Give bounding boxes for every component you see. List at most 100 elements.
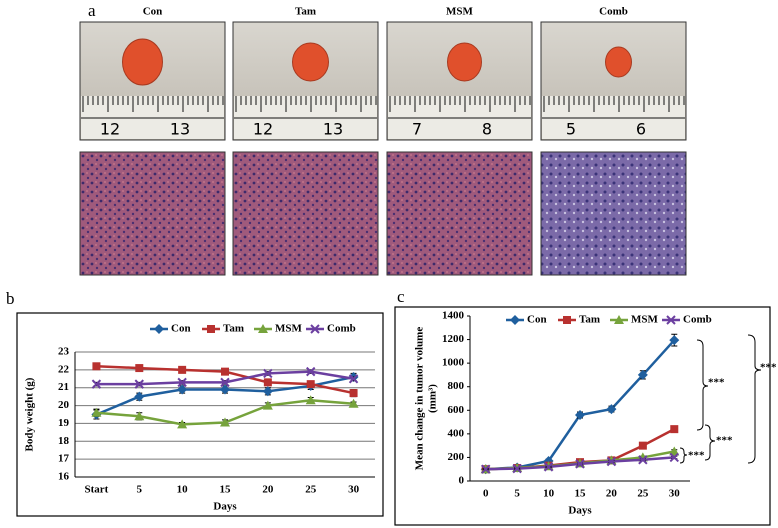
histology-image: [232, 151, 379, 276]
significance-brackets: [679, 334, 762, 464]
marker: [575, 459, 585, 469]
marker: [221, 367, 229, 376]
x-tick-label: 15: [575, 488, 587, 500]
marker: [91, 407, 102, 417]
panel-label: c: [397, 287, 405, 306]
marker: [606, 456, 617, 467]
ruler-number: 5: [566, 120, 576, 139]
marker: [543, 462, 554, 472]
y-tick-label: 0: [459, 475, 465, 487]
series-line: [485, 339, 676, 471]
x-tick-label: 10: [543, 488, 555, 500]
marker: [481, 464, 491, 474]
legend-marker: [207, 325, 215, 333]
x-tick-label: Start: [85, 484, 109, 496]
x-tick-label: 20: [262, 484, 274, 496]
marker: [177, 377, 187, 388]
y-tick-label: 400: [448, 427, 465, 439]
x-tick-label: 5: [137, 484, 143, 496]
marker: [306, 380, 315, 389]
group-label: Comb: [599, 6, 628, 18]
ruler-number: 13: [170, 120, 190, 139]
x-tick-label: 5: [514, 488, 520, 500]
tumor: [292, 42, 329, 82]
marker: [606, 404, 617, 415]
panel-label: b: [6, 289, 15, 308]
marker: [670, 425, 679, 434]
bracket: [696, 339, 709, 431]
marker: [92, 362, 101, 371]
y-tick-label: 17: [58, 453, 70, 465]
y-tick-label: 16: [58, 471, 70, 483]
bracket: [704, 424, 716, 461]
marker: [638, 455, 648, 465]
x-tick-label: 15: [220, 484, 232, 496]
marker: [348, 398, 359, 408]
marker: [177, 384, 188, 395]
x-axis-label: Days: [568, 505, 592, 517]
y-axis-label: (mm³): [427, 384, 439, 413]
legend-marker: [310, 324, 320, 334]
marker: [637, 369, 648, 380]
legend-label: Comb: [327, 323, 356, 335]
ruler-number: 13: [323, 120, 343, 139]
marker: [349, 389, 358, 398]
marker: [91, 379, 102, 389]
marker: [306, 366, 316, 377]
y-tick-label: 21: [58, 381, 69, 393]
bracket: [679, 447, 688, 464]
annotation: ***: [716, 435, 733, 447]
y-tick-label: 23: [58, 346, 70, 358]
annotation: ***: [760, 362, 777, 374]
panel-label: a: [88, 1, 96, 20]
ruler-number: 12: [253, 120, 273, 139]
legend-marker: [510, 315, 520, 325]
marker: [669, 452, 679, 463]
legend-marker: [258, 324, 268, 333]
y-tick-label: 200: [448, 451, 465, 463]
legend-marker: [563, 316, 571, 324]
ruler-number: 6: [636, 120, 646, 139]
x-tick-label: 25: [305, 484, 317, 496]
legend-marker: [666, 315, 676, 325]
legend-label: Tam: [223, 323, 244, 335]
x-tick-label: 20: [606, 488, 618, 500]
marker: [669, 446, 680, 456]
y-tick-label: 22: [58, 363, 70, 375]
y-tick-label: 800: [448, 380, 465, 392]
histology-image: [386, 151, 533, 276]
marker: [135, 364, 144, 373]
y-tick-label: 1200: [442, 333, 465, 345]
histology-image: [540, 151, 687, 276]
marker: [178, 365, 187, 374]
legend-label: Tam: [579, 314, 600, 326]
photo-panel: Con 12 13 Tam 12 13 MSM 7 8 Comb 5 6: [79, 6, 687, 276]
legend-label: Comb: [683, 314, 712, 326]
ruler-number: 7: [412, 120, 422, 139]
group-label: Con: [143, 6, 163, 18]
marker: [134, 391, 145, 402]
marker: [220, 417, 230, 427]
x-tick-label: 30: [348, 484, 360, 496]
x-tick-label: 10: [177, 484, 189, 496]
y-tick-label: 20: [58, 399, 70, 411]
x-tick-label: 25: [637, 488, 649, 500]
annotation: ***: [688, 450, 705, 462]
marker: [262, 386, 273, 397]
marker: [134, 379, 144, 389]
bracket: [747, 334, 762, 464]
tumor: [122, 38, 163, 86]
marker: [512, 463, 522, 474]
legend-marker: [614, 315, 624, 324]
marker: [220, 377, 230, 388]
y-tick-label: 600: [448, 404, 465, 416]
x-tick-label: 0: [483, 488, 489, 500]
x-axis-label: Days: [213, 501, 237, 513]
marker: [177, 419, 188, 429]
legend-marker: [154, 324, 164, 334]
marker: [669, 335, 680, 346]
group-label: MSM: [446, 6, 474, 18]
x-tick-label: 30: [669, 488, 681, 500]
marker: [638, 441, 647, 450]
histology-image: [79, 151, 226, 276]
